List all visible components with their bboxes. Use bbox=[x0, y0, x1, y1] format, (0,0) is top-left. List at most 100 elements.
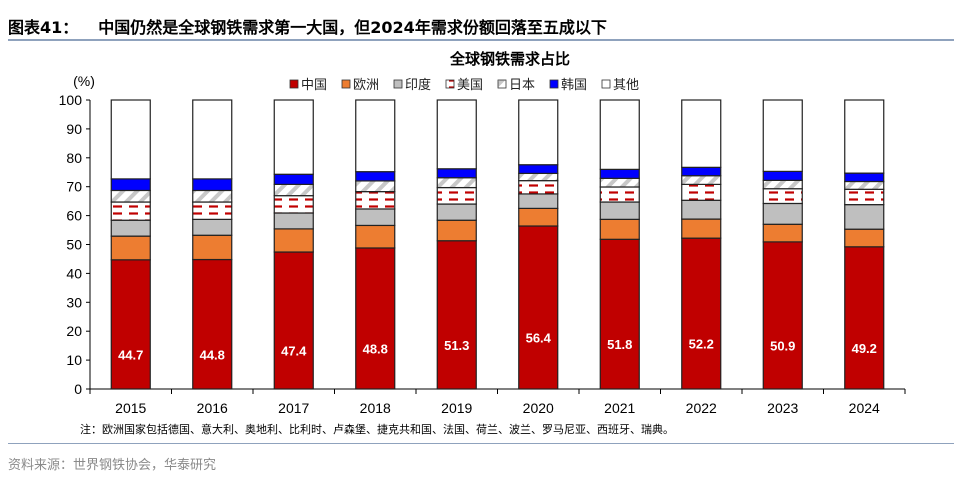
data-label: 44.8 bbox=[200, 347, 225, 362]
bar-segment-美国 bbox=[518, 180, 559, 195]
bar-segment-印度 bbox=[681, 199, 722, 220]
x-tick-label: 2016 bbox=[197, 400, 228, 416]
legend-swatch bbox=[445, 79, 455, 89]
bar-segment-美国 bbox=[762, 188, 803, 205]
bar-segment-美国 bbox=[110, 201, 151, 221]
bar-segment-欧洲 bbox=[192, 234, 233, 261]
x-tick-label: 2021 bbox=[604, 400, 635, 416]
bar-segment-日本 bbox=[599, 177, 640, 188]
bar-segment-中国 bbox=[355, 247, 396, 390]
legend-swatch bbox=[497, 79, 507, 89]
bar-segment-韩国 bbox=[844, 172, 885, 183]
bar-segment-美国 bbox=[436, 186, 477, 205]
bar-segment-其他 bbox=[844, 99, 885, 174]
bar-segment-韩国 bbox=[762, 170, 803, 181]
x-tick-label: 2024 bbox=[849, 400, 880, 416]
bar-segment-其他 bbox=[355, 99, 396, 173]
x-tick-label: 2019 bbox=[441, 400, 472, 416]
x-tick-label: 2015 bbox=[115, 400, 146, 416]
bar-segment-中国 bbox=[681, 237, 722, 390]
bar-segment-韩国 bbox=[192, 178, 233, 192]
y-tick-label: 60 bbox=[66, 208, 82, 224]
bar-segment-欧洲 bbox=[273, 228, 314, 253]
data-label: 50.9 bbox=[770, 338, 795, 353]
y-tick-label: 50 bbox=[66, 237, 82, 253]
bar-2021: 51.8 bbox=[599, 99, 640, 390]
x-tick-label: 2018 bbox=[360, 400, 391, 416]
bar-segment-欧洲 bbox=[110, 235, 151, 261]
bar-segment-其他 bbox=[762, 99, 803, 172]
x-tick-label: 2023 bbox=[767, 400, 798, 416]
axes: 0 10 20 30 40 50 60 70 80 90 100 2015 2016 2017 2018 20… bbox=[59, 92, 906, 416]
bar-2020: 56.4 bbox=[518, 99, 559, 390]
legend-item-中国: 中国 bbox=[289, 77, 327, 92]
bar-segment-韩国 bbox=[599, 168, 640, 179]
data-label: 48.8 bbox=[363, 341, 388, 356]
bar-segment-中国 bbox=[192, 258, 233, 390]
bar-segment-中国 bbox=[436, 240, 477, 390]
bar-segment-欧洲 bbox=[681, 218, 722, 239]
bar-2023: 50.9 bbox=[762, 99, 803, 390]
y-tick-label: 40 bbox=[66, 265, 82, 281]
legend-item-其他: 其他 bbox=[601, 77, 639, 92]
y-axis-unit: (%) bbox=[73, 73, 95, 89]
bar-segment-欧洲 bbox=[355, 224, 396, 249]
bar-segment-欧洲 bbox=[518, 207, 559, 227]
bar-2015: 44.7 bbox=[110, 99, 151, 390]
legend-item-美国: 美国 bbox=[445, 77, 483, 92]
data-label: 44.7 bbox=[118, 347, 143, 362]
chart-title: 全球钢铁需求占比 bbox=[449, 50, 570, 68]
bar-segment-印度 bbox=[599, 201, 640, 220]
bar-segment-日本 bbox=[355, 180, 396, 193]
source-text: 资料来源：世界钢铁协会，华泰研究 bbox=[8, 458, 217, 473]
footer-divider bbox=[8, 443, 954, 444]
data-label: 52.2 bbox=[689, 337, 714, 352]
bar-segment-欧洲 bbox=[599, 218, 640, 240]
bar-segment-韩国 bbox=[273, 173, 314, 185]
legend-label: 欧洲 bbox=[353, 77, 379, 92]
bar-segment-美国 bbox=[273, 195, 314, 214]
bar-segment-日本 bbox=[110, 189, 151, 203]
x-tick-label: 2020 bbox=[523, 400, 554, 416]
bars: 44.7 44.8 47.4 48.8 51.3 56.4 51.8 52.2 50.9 49.2 bbox=[110, 99, 885, 390]
legend-label: 其他 bbox=[613, 77, 639, 92]
bar-segment-日本 bbox=[762, 179, 803, 190]
x-tick-label: 2022 bbox=[686, 400, 717, 416]
bar-segment-其他 bbox=[436, 99, 477, 170]
bar-segment-其他 bbox=[681, 99, 722, 168]
data-label: 49.2 bbox=[852, 341, 877, 356]
bar-segment-美国 bbox=[355, 191, 396, 210]
bar-segment-韩国 bbox=[110, 178, 151, 192]
y-tick-label: 100 bbox=[59, 92, 83, 108]
y-tick-label: 0 bbox=[74, 381, 82, 397]
header-divider bbox=[8, 39, 954, 41]
legend-item-印度: 印度 bbox=[393, 77, 431, 92]
legend-swatch bbox=[289, 79, 299, 89]
bar-segment-日本 bbox=[844, 180, 885, 190]
bar-2017: 47.4 bbox=[273, 99, 314, 390]
chart-note: 注：欧洲国家包括德国、意大利、奥地利、比利时、卢森堡、捷克共和国、法国、荷兰、波… bbox=[80, 423, 674, 436]
bar-segment-印度 bbox=[844, 204, 885, 230]
legend-label: 韩国 bbox=[561, 77, 587, 92]
bar-segment-印度 bbox=[110, 219, 151, 237]
bar-segment-其他 bbox=[192, 99, 233, 180]
legend-label: 印度 bbox=[405, 77, 431, 92]
bar-2019: 51.3 bbox=[436, 99, 477, 390]
bar-segment-欧洲 bbox=[844, 228, 885, 248]
bar-segment-印度 bbox=[273, 212, 314, 230]
bar-segment-印度 bbox=[518, 193, 559, 209]
bar-segment-印度 bbox=[192, 218, 233, 236]
figure-header: 图表41： 中国仍然是全球钢铁需求第一大国，但2024年需求份额回落至五成以下 bbox=[8, 14, 607, 38]
legend-item-日本: 日本 bbox=[497, 77, 535, 92]
figure-title: 中国仍然是全球钢铁需求第一大国，但2024年需求份额回落至五成以下 bbox=[98, 18, 607, 37]
bar-segment-中国 bbox=[518, 225, 559, 390]
bar-segment-日本 bbox=[273, 183, 314, 197]
bar-2018: 48.8 bbox=[355, 99, 396, 390]
y-tick-label: 30 bbox=[66, 294, 82, 310]
legend-label: 美国 bbox=[457, 77, 483, 92]
bar-2024: 49.2 bbox=[844, 99, 885, 390]
bar-segment-美国 bbox=[681, 183, 722, 201]
bar-segment-印度 bbox=[762, 202, 803, 225]
